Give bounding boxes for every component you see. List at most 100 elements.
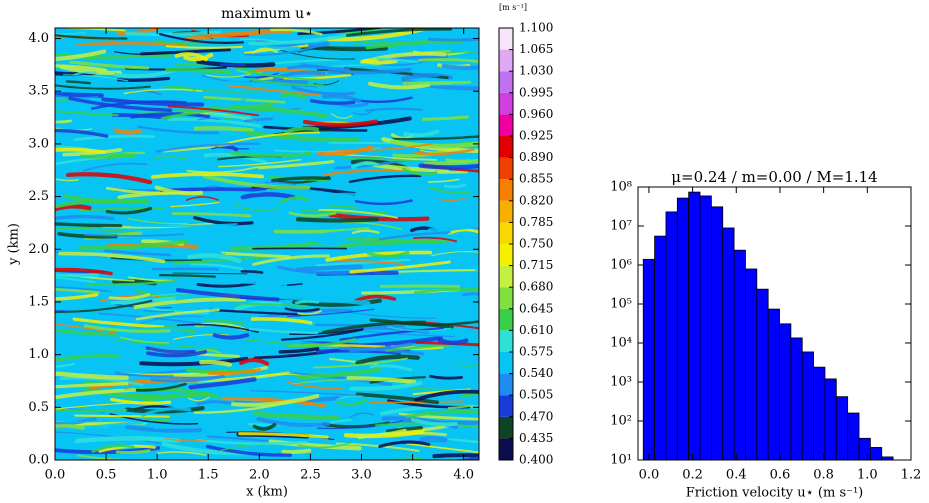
field-streak [419, 436, 448, 442]
field-streak [333, 159, 404, 170]
field-streak [278, 294, 371, 306]
field-streak [140, 315, 203, 324]
field-streak [105, 206, 153, 215]
field-streak [174, 52, 208, 62]
field-streak [86, 279, 178, 287]
y-tick-label: 10² [610, 414, 632, 429]
field-streak [196, 400, 233, 406]
field-streak [158, 273, 217, 278]
field-streak [133, 297, 247, 310]
colorbar-band [499, 395, 513, 417]
histogram-bar [881, 456, 894, 461]
y-axis-label: y (km) [7, 223, 22, 266]
field-streak [199, 359, 233, 367]
field-streak [55, 98, 72, 103]
x-tick-label: 0.4 [726, 468, 747, 483]
field-streak [403, 129, 440, 138]
field-streak [245, 339, 286, 344]
colorbar-band [499, 92, 513, 115]
field-streak [141, 406, 192, 417]
field-streak [292, 298, 382, 307]
field-streak [183, 52, 214, 62]
field-streak [366, 250, 410, 259]
field-streak [164, 437, 211, 442]
field-streak [339, 327, 445, 341]
field-streak [55, 446, 161, 455]
field-streak [428, 186, 472, 194]
field-streak [170, 201, 220, 208]
plot-frame [54, 27, 480, 461]
field-streak [55, 28, 86, 35]
field-streak [108, 293, 151, 301]
field-streak [55, 175, 79, 182]
field-streak [461, 391, 479, 398]
field-streak [211, 338, 262, 347]
field-streak [309, 99, 356, 105]
y-tick-label: 3.5 [28, 84, 49, 99]
field-streak [244, 45, 318, 56]
histogram-bar [654, 235, 667, 461]
field-streak [252, 254, 330, 266]
field-streak [392, 134, 479, 141]
field-streak [402, 80, 472, 85]
x-tick-label: 2.5 [300, 468, 321, 483]
field-streak [170, 85, 196, 91]
field-streak [413, 148, 475, 156]
field-streak [297, 28, 396, 36]
field-streak [142, 416, 171, 423]
field-streak [125, 405, 205, 414]
field-streak [441, 63, 479, 70]
field-streak [221, 396, 327, 408]
field-streak [295, 264, 363, 272]
field-streak [327, 67, 412, 75]
field-streak [55, 272, 99, 278]
field-streak [288, 211, 337, 218]
field-streak [104, 249, 172, 257]
field-streak [240, 192, 296, 200]
field-streak [62, 74, 129, 82]
field-streak [203, 152, 267, 165]
field-streak [429, 374, 464, 380]
field-streak [55, 90, 99, 99]
field-streak [239, 358, 270, 366]
field-streak [254, 188, 333, 195]
field-streak [55, 28, 126, 32]
field-streak [317, 420, 404, 430]
y-tick-label: 1.5 [28, 294, 49, 309]
field-streak [63, 419, 109, 423]
field-streak [280, 328, 364, 341]
field-streak [378, 440, 431, 448]
field-streak [58, 251, 166, 264]
field-streak [55, 198, 135, 209]
field-streak [297, 310, 322, 316]
colorbar-tick-label: 0.435 [519, 431, 553, 445]
colorbar-tick-label: 0.785 [519, 215, 553, 229]
y-tick-label: 3.0 [28, 136, 49, 151]
field-streak [380, 284, 461, 288]
field-streak [405, 409, 479, 419]
field-streak [154, 185, 204, 196]
histogram-bar [858, 437, 871, 461]
field-streak [135, 308, 220, 321]
field-streak [418, 58, 479, 68]
x-tick-label: 0.8 [813, 468, 834, 483]
colorbar-tick-label: 0.750 [519, 237, 553, 251]
field-streak [55, 214, 115, 222]
field-streak [351, 229, 380, 235]
x-tick-label: 1.0 [147, 468, 168, 483]
field-streak [368, 81, 431, 90]
field-streak [68, 96, 173, 112]
field-streak [336, 395, 364, 401]
colorbar-unit: [m s⁻¹] [499, 3, 527, 12]
field-streak [140, 48, 232, 56]
histogram-bar [779, 323, 792, 461]
colorbar-band [499, 352, 513, 374]
colorbar-band [499, 416, 513, 439]
field-streak [83, 324, 171, 333]
field-streak [312, 228, 385, 237]
x-axis-label: x (km) [246, 485, 288, 500]
field-streak [55, 405, 128, 413]
x-tick-label: 4.0 [453, 468, 474, 483]
field-streak [248, 71, 319, 81]
colorbar-band [499, 136, 513, 158]
